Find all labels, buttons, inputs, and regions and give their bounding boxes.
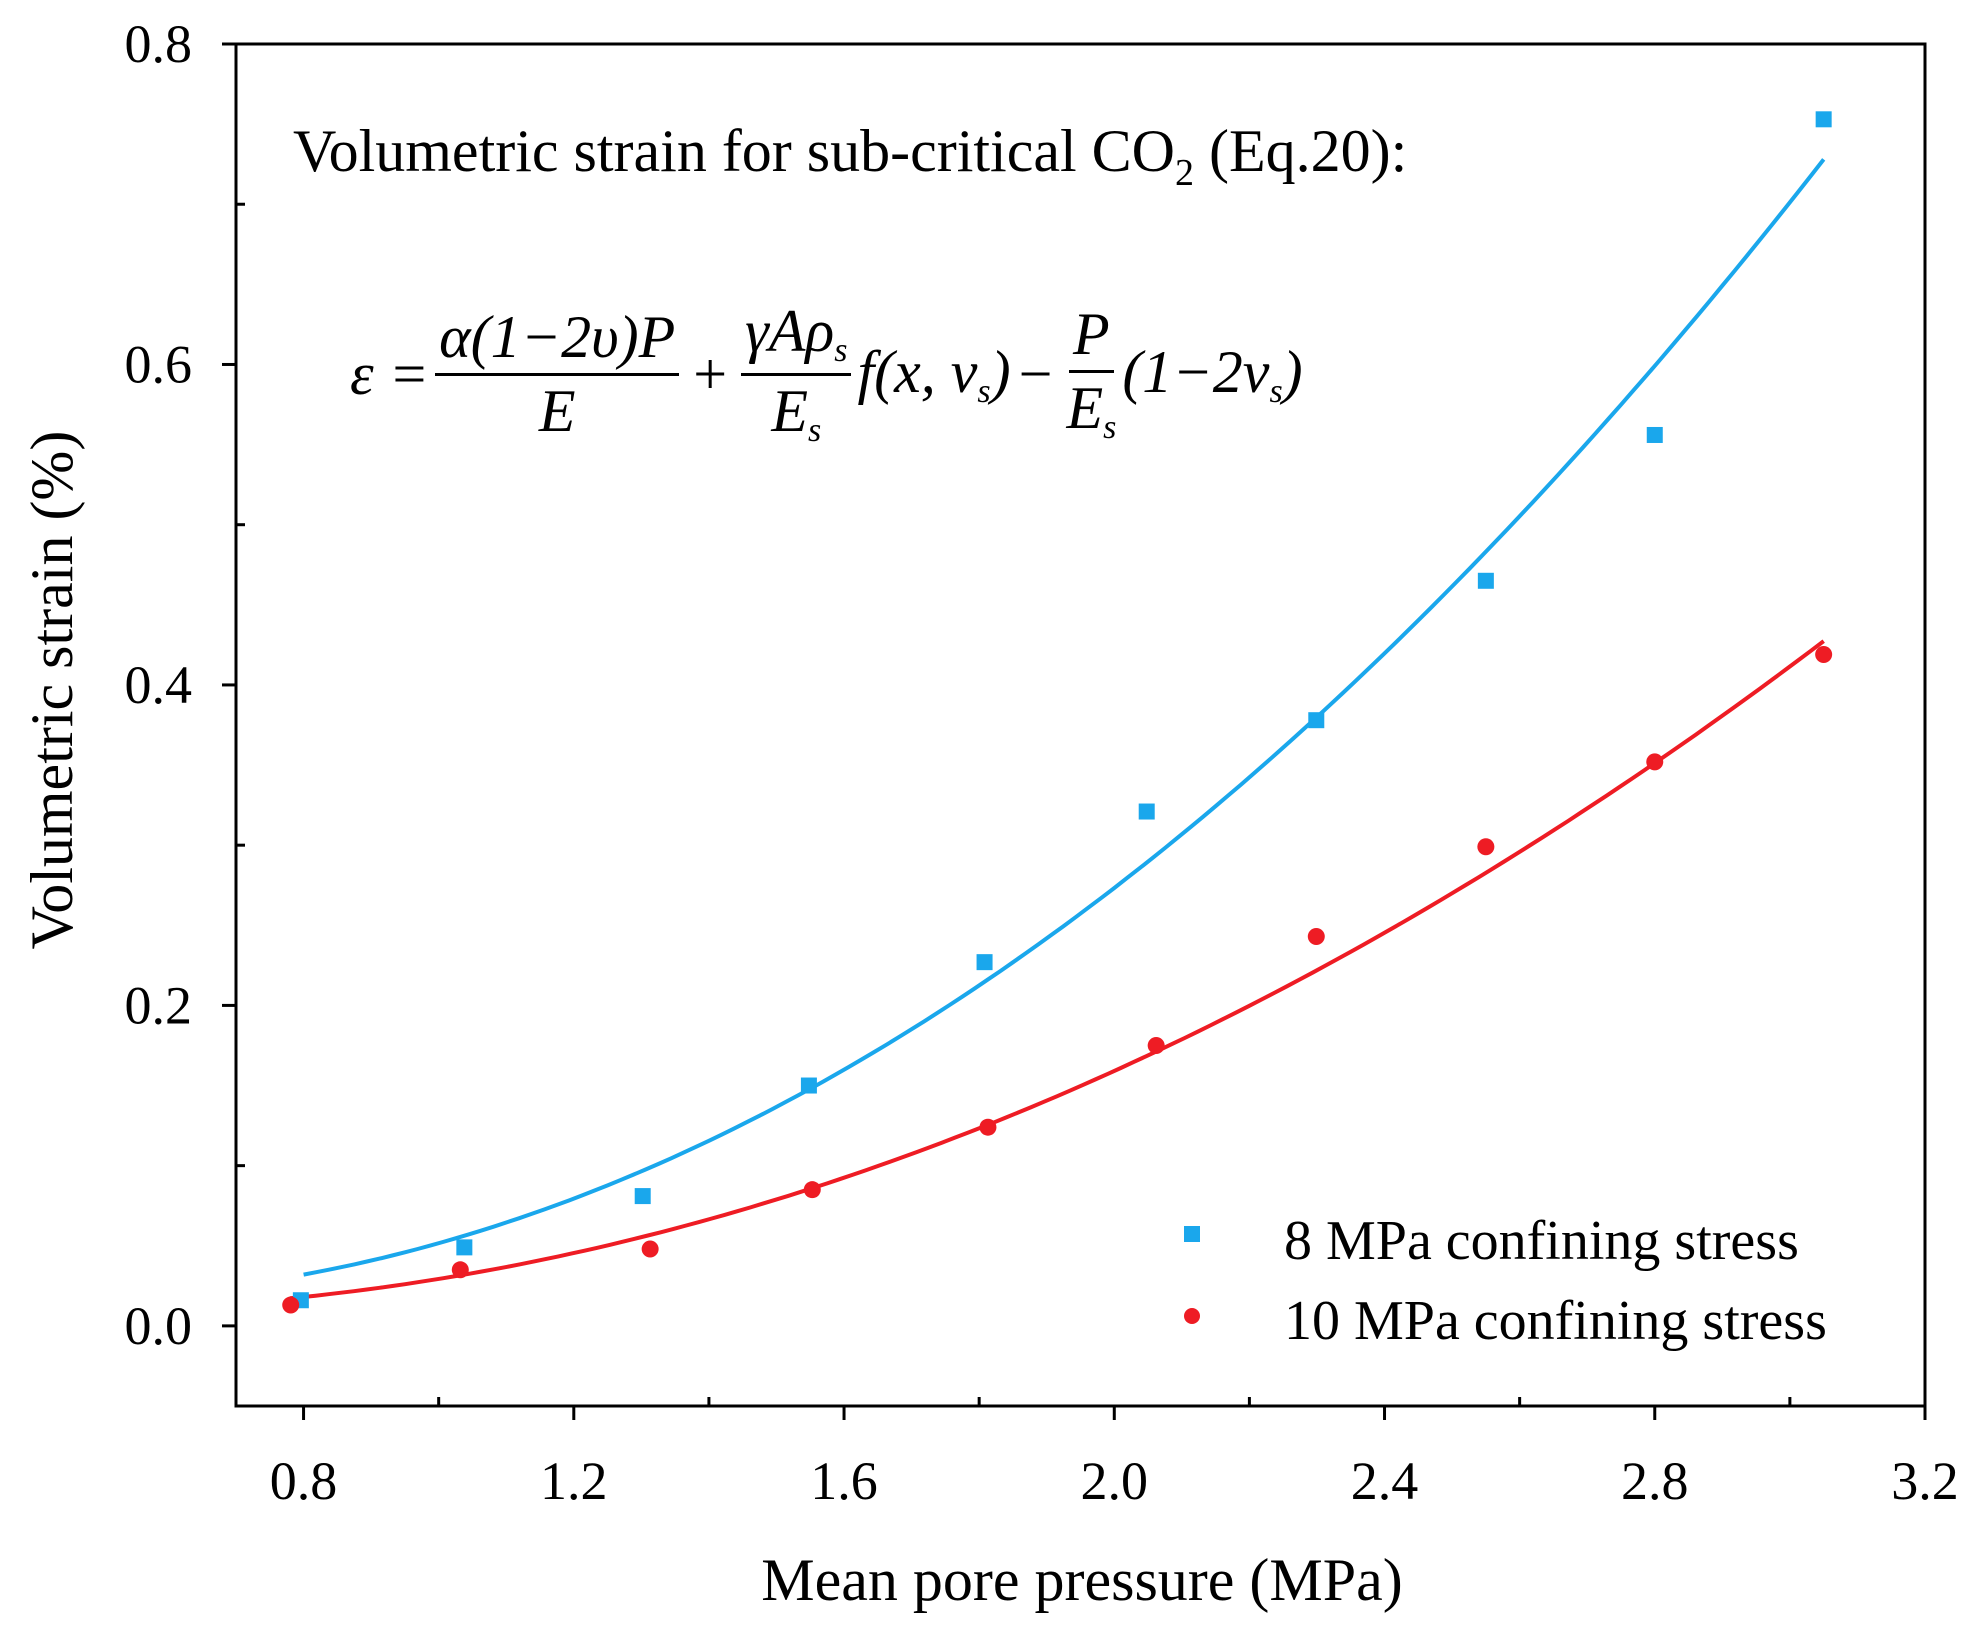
legend: 8 MPa confining stress 10 MPa confining … (1184, 1210, 1827, 1352)
legend-label-8mpa: 8 MPa confining stress (1284, 1210, 1799, 1272)
eq-fraction-3: P Es (1066, 302, 1117, 446)
legend-label-10mpa: 10 MPa confining stress (1284, 1290, 1827, 1352)
data-point-series-1 (1815, 645, 1833, 663)
x-tick-label: 2.4 (1351, 1451, 1419, 1511)
data-point-series-1 (1147, 1036, 1165, 1054)
data-point-series-1 (1646, 753, 1664, 771)
fit-curve-series-0 (303, 158, 1826, 1277)
eq-lhs: ε = (350, 340, 430, 407)
y-axis-label: Volumetric strain (%) (19, 431, 85, 950)
fit-curve-series-1 (289, 639, 1825, 1301)
data-point-series-0 (800, 1077, 817, 1094)
legend-marker-8mpa (1184, 1226, 1200, 1242)
data-point-series-0 (1646, 426, 1663, 443)
data-point-series-0 (456, 1239, 473, 1256)
equation: ε = α(1−2υ)P E + γAρs Es f(x, vs) − P Es… (350, 300, 1303, 449)
data-point-series-1 (803, 1181, 821, 1199)
data-point-series-1 (282, 1296, 300, 1314)
eq-f2-den: Es (771, 377, 822, 449)
data-point-series-0 (1477, 572, 1494, 589)
eq-f2-num: γAρs (741, 300, 852, 376)
data-point-series-0 (634, 1188, 651, 1205)
eq-f1-num: α(1−2υ)P (435, 305, 680, 376)
data-point-series-0 (976, 954, 993, 971)
data-point-series-0 (1815, 111, 1832, 128)
eq-f3-den: Es (1066, 374, 1117, 446)
y-tick-label: 0.2 (125, 975, 193, 1035)
eq-tail: (1−2vs) (1122, 338, 1303, 410)
chart-title: Volumetric strain for sub-critical CO2 (… (293, 118, 1407, 194)
x-tick-label: 3.2 (1891, 1451, 1959, 1511)
eq-plus: + (693, 340, 728, 407)
data-point-series-1 (1307, 928, 1325, 946)
data-point-series-1 (641, 1240, 659, 1258)
data-point-series-0 (1138, 803, 1155, 820)
x-tick-label: 1.6 (810, 1451, 878, 1511)
y-tick-label: 0.0 (125, 1296, 193, 1356)
eq-function: f(x, vs) (857, 338, 1011, 410)
y-tick-label: 0.6 (125, 334, 193, 394)
x-axis-label: Mean pore pressure (MPa) (761, 1547, 1402, 1613)
eq-f1-den: E (538, 377, 576, 444)
x-tick-label: 2.0 (1081, 1451, 1149, 1511)
plot-frame (234, 42, 1927, 1408)
data-point-series-1 (979, 1118, 997, 1136)
data-point-series-0 (1308, 712, 1325, 729)
y-tick-label: 0.4 (125, 655, 193, 715)
x-tick-label: 1.2 (540, 1451, 608, 1511)
eq-fraction-1: α(1−2υ)P E (435, 305, 680, 444)
data-point-series-1 (451, 1261, 469, 1279)
data-point-series-1 (1477, 838, 1495, 856)
eq-minus: − (1018, 340, 1053, 407)
legend-marker-10mpa (1184, 1308, 1200, 1324)
x-tick-label: 2.8 (1621, 1451, 1689, 1511)
x-tick-label: 0.8 (270, 1451, 338, 1511)
eq-fraction-2: γAρs Es (741, 300, 852, 449)
y-tick-label: 0.8 (125, 14, 193, 74)
eq-f3-num: P (1069, 302, 1114, 373)
